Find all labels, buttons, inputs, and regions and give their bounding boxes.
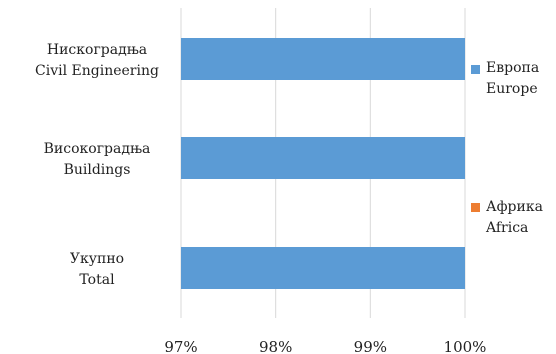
category-label: Civil Engineering (35, 63, 159, 79)
legend: Европа Europe Африка Africa (471, 60, 543, 236)
bar-europe-2 (181, 247, 465, 289)
legend-label: Африка (486, 199, 543, 215)
category-label: Укупно (70, 251, 124, 267)
legend-swatch (471, 203, 480, 212)
category-label: Високоградња (44, 141, 151, 157)
x-tick-label: 99% (354, 338, 387, 354)
legend-swatch (471, 65, 480, 74)
category-label: Нискоградња (47, 42, 147, 58)
bar-europe-0 (181, 38, 465, 80)
legend-label: Европа (486, 60, 539, 76)
legend-label: Europe (486, 81, 538, 97)
x-tick-label: 100% (444, 338, 487, 354)
category-label: Total (79, 272, 115, 288)
legend-label: Africa (485, 220, 528, 236)
bars (181, 38, 465, 289)
x-tick-label: 98% (259, 338, 292, 354)
x-tick-label: 97% (164, 338, 197, 354)
category-labels: Нискоградња Civil Engineering Високоградња… (35, 42, 159, 288)
bar-europe-1 (181, 137, 465, 179)
category-label: Buildings (64, 162, 131, 178)
x-tick-labels: 97% 98% 99% 100% (164, 338, 486, 354)
